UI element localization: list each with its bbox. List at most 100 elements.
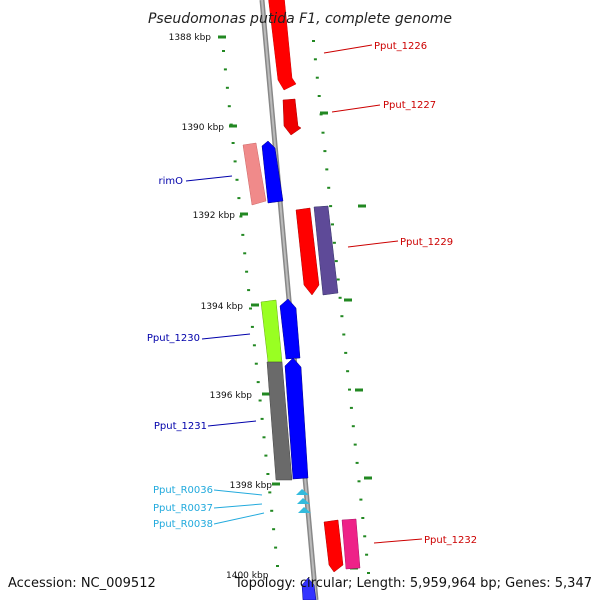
- gene-lime-pput-1230[interactable]: [260, 299, 283, 363]
- guide-dot: [321, 131, 325, 134]
- guide-dot: [272, 528, 276, 531]
- guide-dot: [252, 344, 256, 347]
- tick-label: 1400 kbp: [226, 571, 269, 581]
- gene-pput-1230[interactable]: [279, 298, 301, 360]
- guide-dot: [237, 197, 241, 200]
- guide-dot: [361, 517, 365, 519]
- gene-magenta-1232-partner[interactable]: [341, 518, 361, 570]
- label-pput-1229[interactable]: Pput_1229: [400, 237, 453, 248]
- tick-label: 1392 kbp: [193, 211, 236, 221]
- tick-label: 1390 kbp: [182, 123, 225, 133]
- guide-dot: [231, 142, 235, 144]
- guide-dot: [260, 417, 264, 420]
- gene-pput-1232[interactable]: [323, 519, 344, 573]
- guide-dot: [264, 454, 268, 457]
- gene-pput-1231[interactable]: [284, 357, 309, 480]
- tick-label: 1398 kbp: [230, 481, 273, 491]
- guide-dot: [357, 480, 361, 483]
- tick-label: 1394 kbp: [201, 302, 244, 312]
- gene-pput-1226[interactable]: [268, 0, 297, 91]
- guide-dot: [367, 572, 370, 574]
- scale-ticks: 1388 kbp 1390 kbp 1392 kbp 1394 kbp 1396…: [169, 33, 372, 570]
- guide-dot: [351, 425, 355, 428]
- guide-dot: [334, 260, 338, 263]
- label-pput-r0036[interactable]: Pput_R0036: [153, 485, 213, 496]
- guide-dot: [245, 270, 249, 273]
- gene-pput-1227[interactable]: [282, 98, 302, 136]
- leader-pput-1229: [347, 240, 399, 248]
- guide-dot: [241, 233, 245, 236]
- guide-dot: [270, 509, 274, 512]
- genome-summary-text: Topology: circular; Length: 5,959,964 bp…: [234, 576, 592, 591]
- accession-text: Accession: NC_009512: [8, 576, 156, 591]
- guide-dot: [349, 406, 353, 409]
- label-pput-1231[interactable]: Pput_1231: [154, 421, 207, 432]
- guide-dot: [342, 333, 346, 336]
- guide-dot: [266, 473, 270, 475]
- leader-pput-1226: [323, 44, 373, 54]
- leader-pput-r0037: [213, 503, 263, 509]
- guide-dot: [355, 461, 359, 464]
- guide-dot: [346, 370, 350, 373]
- label-leaders: [185, 44, 423, 544]
- guide-dot: [249, 307, 252, 310]
- guide-dot: [315, 76, 319, 79]
- leader-pput-r0036: [213, 489, 263, 496]
- tick-label: 1388 kbp: [169, 33, 212, 43]
- label-pput-1230[interactable]: Pput_1230: [147, 333, 200, 344]
- guide-dot: [235, 178, 239, 181]
- guide-dot: [233, 160, 237, 163]
- leader-pput-1232: [373, 538, 423, 544]
- label-pput-1227[interactable]: Pput_1227: [383, 100, 436, 111]
- guide-dot: [353, 443, 357, 446]
- gene-bottom-partial[interactable]: [301, 577, 317, 600]
- leader-pput-1231: [207, 420, 257, 427]
- label-pput-r0038[interactable]: Pput_R0038: [153, 519, 213, 530]
- leader-rimo: [185, 175, 233, 182]
- guide-dot: [365, 553, 369, 556]
- guide-dot: [247, 289, 251, 292]
- guide-dot: [225, 86, 229, 89]
- guide-dot: [223, 68, 227, 71]
- label-rimo[interactable]: rimO: [158, 176, 183, 187]
- leader-pput-1230: [201, 333, 251, 340]
- guide-dot: [243, 252, 247, 255]
- gene-pput-r0037[interactable]: [297, 498, 310, 504]
- gene-pput-r0036[interactable]: [296, 489, 309, 495]
- gene-pput-1229[interactable]: [295, 207, 320, 296]
- guide-dot: [222, 50, 225, 52]
- gene-labels: Pput_1226 Pput_1227 rimO Pput_1229 Pput_…: [147, 41, 477, 546]
- guide-dot: [340, 315, 344, 318]
- leader-pput-r0038: [213, 512, 265, 525]
- guide-dot: [256, 381, 260, 384]
- gene-gray-pput-1231[interactable]: [266, 361, 293, 481]
- guide-dot: [331, 223, 334, 226]
- guide-dot: [344, 351, 348, 354]
- gene-purple-1229-partner[interactable]: [313, 205, 339, 296]
- label-pput-1226[interactable]: Pput_1226: [374, 41, 427, 52]
- guide-dot: [338, 296, 342, 299]
- guide-dot: [329, 205, 333, 208]
- guide-dot: [276, 565, 279, 567]
- label-pput-r0037[interactable]: Pput_R0037: [153, 503, 213, 514]
- guide-dot: [239, 215, 243, 218]
- guide-dot: [262, 436, 266, 439]
- guide-dot: [348, 388, 351, 391]
- gene-rimo[interactable]: [261, 140, 284, 204]
- guide-dot: [325, 168, 329, 171]
- label-pput-1232[interactable]: Pput_1232: [424, 535, 477, 546]
- guide-dot: [258, 399, 262, 402]
- gene-features: [242, 0, 361, 600]
- gene-pink-rimo-partner[interactable]: [242, 142, 267, 206]
- guide-dot: [332, 241, 336, 244]
- guide-dot: [317, 95, 321, 97]
- guide-dot: [254, 362, 258, 365]
- guide-dot: [312, 40, 315, 42]
- guide-dot: [323, 150, 327, 153]
- gene-pput-r0038[interactable]: [298, 507, 311, 513]
- guide-dot: [227, 105, 231, 108]
- guide-dot: [327, 186, 331, 189]
- tick-label: 1396 kbp: [210, 391, 253, 401]
